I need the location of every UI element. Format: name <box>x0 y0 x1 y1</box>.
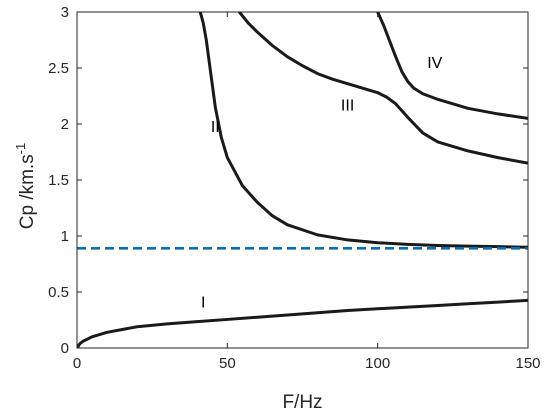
y-tick-label: 2 <box>61 116 69 133</box>
curve-label-IV: IV <box>427 55 442 72</box>
series-line-III <box>237 12 528 165</box>
x-tick-label: 150 <box>515 355 540 372</box>
series-line-IV <box>376 12 528 120</box>
y-tick-label: 0.5 <box>48 284 69 301</box>
y-axis-label: Cp /km.s-1 <box>13 143 38 230</box>
x-axis-label: F/Hz <box>282 392 322 413</box>
y-tick-label: 3 <box>61 4 69 21</box>
curve-label-II: II <box>211 119 220 136</box>
x-tick-label: 50 <box>219 355 236 372</box>
y-tick-label: 1.5 <box>48 172 69 189</box>
series-line-II <box>198 12 528 249</box>
y-tick-label: 1 <box>61 228 69 245</box>
curve-label-III: III <box>341 98 354 115</box>
y-tick-label: 0 <box>61 340 69 357</box>
y-axis-label-superscript: -1 <box>13 143 28 155</box>
curve-label-I: I <box>201 295 205 312</box>
series-layer <box>77 12 528 348</box>
series-line-I <box>77 298 528 348</box>
axes-layer: 0 50 100 150 0 0.5 1 1.5 2 2.5 3 <box>48 4 540 372</box>
y-tick-label: 2.5 <box>48 60 69 77</box>
x-tick-label: 0 <box>73 355 81 372</box>
x-tick-label: 100 <box>365 355 390 372</box>
